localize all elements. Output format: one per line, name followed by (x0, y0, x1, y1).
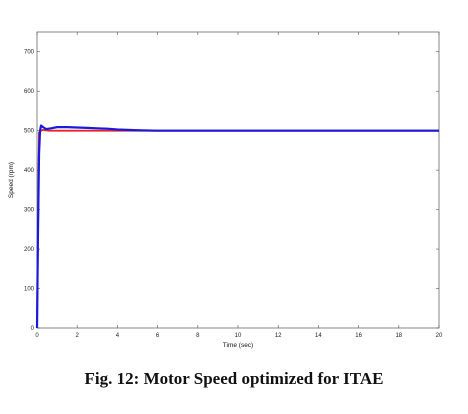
y-tick-label: 100 (24, 287, 35, 293)
plot-area (36, 31, 440, 329)
x-tick-label: 6 (156, 333, 160, 339)
y-tick-label: 600 (24, 89, 35, 95)
x-axis-label: Time (sec) (223, 342, 253, 349)
y-tick-labels: 0 100 200 300 400 500 600 700 (24, 50, 35, 332)
x-tick-label: 18 (395, 333, 402, 339)
y-tick-label: 400 (24, 168, 35, 174)
y-tick-label: 200 (24, 247, 35, 253)
x-tick-label: 12 (275, 333, 282, 339)
x-tick-label: 8 (196, 333, 200, 339)
y-axis-label: Speed (rpm) (8, 162, 15, 198)
series-line-2 (35, 124, 439, 329)
x-tick-label: 2 (76, 333, 80, 339)
x-tick-label: 4 (116, 333, 120, 339)
y-tick-label: 300 (24, 208, 35, 214)
x-tick-label: 10 (235, 333, 242, 339)
series-layer (35, 124, 439, 329)
y-tick-label: 700 (24, 50, 35, 56)
x-tick-label: 0 (35, 333, 39, 339)
x-tick-label: 20 (436, 333, 443, 339)
figure-caption: Fig. 12: Motor Speed optimized for ITAE (85, 369, 384, 388)
x-tick-label: 14 (315, 333, 322, 339)
x-tick-labels: 0 2 4 6 8 10 12 14 16 18 20 (35, 333, 443, 339)
y-tick-label: 0 (31, 326, 35, 332)
axis-ticks (36, 32, 440, 329)
y-tick-label: 500 (24, 129, 35, 135)
x-tick-label: 16 (355, 333, 362, 339)
